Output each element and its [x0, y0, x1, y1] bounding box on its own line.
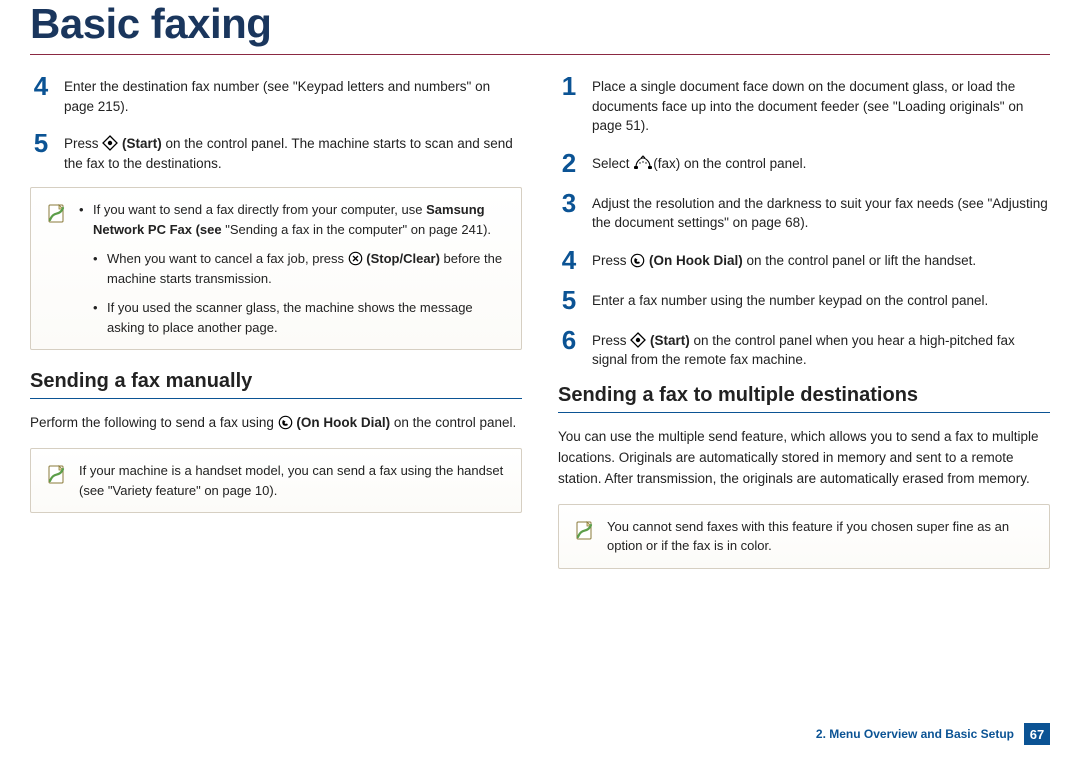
footer-section: 2. Menu Overview and Basic Setup [816, 727, 1014, 741]
subheading-manual: Sending a fax manually [30, 370, 522, 399]
step-1: 1 Place a single document face down on t… [558, 73, 1050, 136]
note-icon [45, 202, 69, 226]
step-number: 5 [558, 287, 580, 313]
start-icon [102, 136, 118, 151]
right-column: 1 Place a single document face down on t… [558, 73, 1050, 589]
step-6: 6 Press (Start) on the control panel whe… [558, 327, 1050, 370]
text-bold: (On Hook Dial) [649, 253, 743, 268]
note-item: If you used the scanner glass, the machi… [93, 298, 507, 337]
step-number: 1 [558, 73, 580, 99]
text-post: (fax) on the control panel. [653, 156, 806, 171]
note-box: You cannot send faxes with this feature … [558, 504, 1050, 569]
step-text: Enter a fax number using the number keyp… [592, 287, 988, 311]
text-post: "Sending a fax in the computer" on page … [222, 222, 491, 237]
note-item: When you want to cancel a fax job, press… [93, 249, 507, 288]
start-icon [630, 333, 646, 348]
note-box: If your machine is a handset model, you … [30, 448, 522, 513]
step-text: Press (Start) on the control panel. The … [64, 130, 522, 173]
step-number: 4 [30, 73, 52, 99]
hook-icon [278, 415, 293, 430]
text-post: on the control panel. [390, 415, 516, 430]
note-body: You cannot send faxes with this feature … [607, 517, 1035, 556]
text-pre: Press [592, 333, 630, 348]
text-pre: When you want to cancel a fax job, press [107, 251, 348, 266]
left-column: 4 Enter the destination fax number (see … [30, 73, 522, 589]
text-pre: Perform the following to send a fax usin… [30, 415, 278, 430]
note-box: If you want to send a fax directly from … [30, 187, 522, 350]
note-body: If your machine is a handset model, you … [79, 461, 507, 500]
page-title: Basic faxing [30, 0, 1050, 55]
text-bold: (Start) [122, 136, 162, 151]
step-text: Press (Start) on the control panel when … [592, 327, 1050, 370]
note-item: If you want to send a fax directly from … [79, 200, 507, 239]
step-number: 2 [558, 150, 580, 176]
step-number: 3 [558, 190, 580, 216]
note-body: If you want to send a fax directly from … [79, 200, 507, 337]
stop-icon [348, 251, 363, 266]
content-columns: 4 Enter the destination fax number (see … [30, 73, 1050, 589]
step-text: Enter the destination fax number (see "K… [64, 73, 522, 116]
footer-page-number: 67 [1024, 723, 1050, 745]
hook-icon [630, 253, 645, 268]
text-post: on the control panel or lift the handset… [743, 253, 976, 268]
note-icon [45, 463, 69, 487]
note-icon [573, 519, 597, 543]
text-pre: If you want to send a fax directly from … [93, 202, 426, 217]
step-text: Place a single document face down on the… [592, 73, 1050, 136]
text-pre: Press [592, 253, 630, 268]
step-number: 4 [558, 247, 580, 273]
page-footer: 2. Menu Overview and Basic Setup 67 [816, 723, 1050, 745]
subheading-multiple: Sending a fax to multiple destinations [558, 384, 1050, 413]
step-4: 4 Press (On Hook Dial) on the control pa… [558, 247, 1050, 273]
body-paragraph: Perform the following to send a fax usin… [30, 413, 522, 434]
text-bold: (Start) [650, 333, 690, 348]
step-text: Adjust the resolution and the darkness t… [592, 190, 1050, 233]
step-5: 5 Enter a fax number using the number ke… [558, 287, 1050, 313]
text-pre: Select [592, 156, 633, 171]
text-bold: (Stop/Clear) [366, 251, 440, 266]
step-text: Press (On Hook Dial) on the control pane… [592, 247, 976, 271]
body-paragraph: You can use the multiple send feature, w… [558, 427, 1050, 490]
step-number: 6 [558, 327, 580, 353]
step-text: Select (fax) on the control panel. [592, 150, 806, 174]
step-5: 5 Press (Start) on the control panel. Th… [30, 130, 522, 173]
step-3: 3 Adjust the resolution and the darkness… [558, 190, 1050, 233]
step-number: 5 [30, 130, 52, 156]
fax-icon [633, 156, 653, 171]
text-bold: (On Hook Dial) [296, 415, 390, 430]
text-pre: Press [64, 136, 102, 151]
step-2: 2 Select (fax) on the control panel. [558, 150, 1050, 176]
step-4: 4 Enter the destination fax number (see … [30, 73, 522, 116]
